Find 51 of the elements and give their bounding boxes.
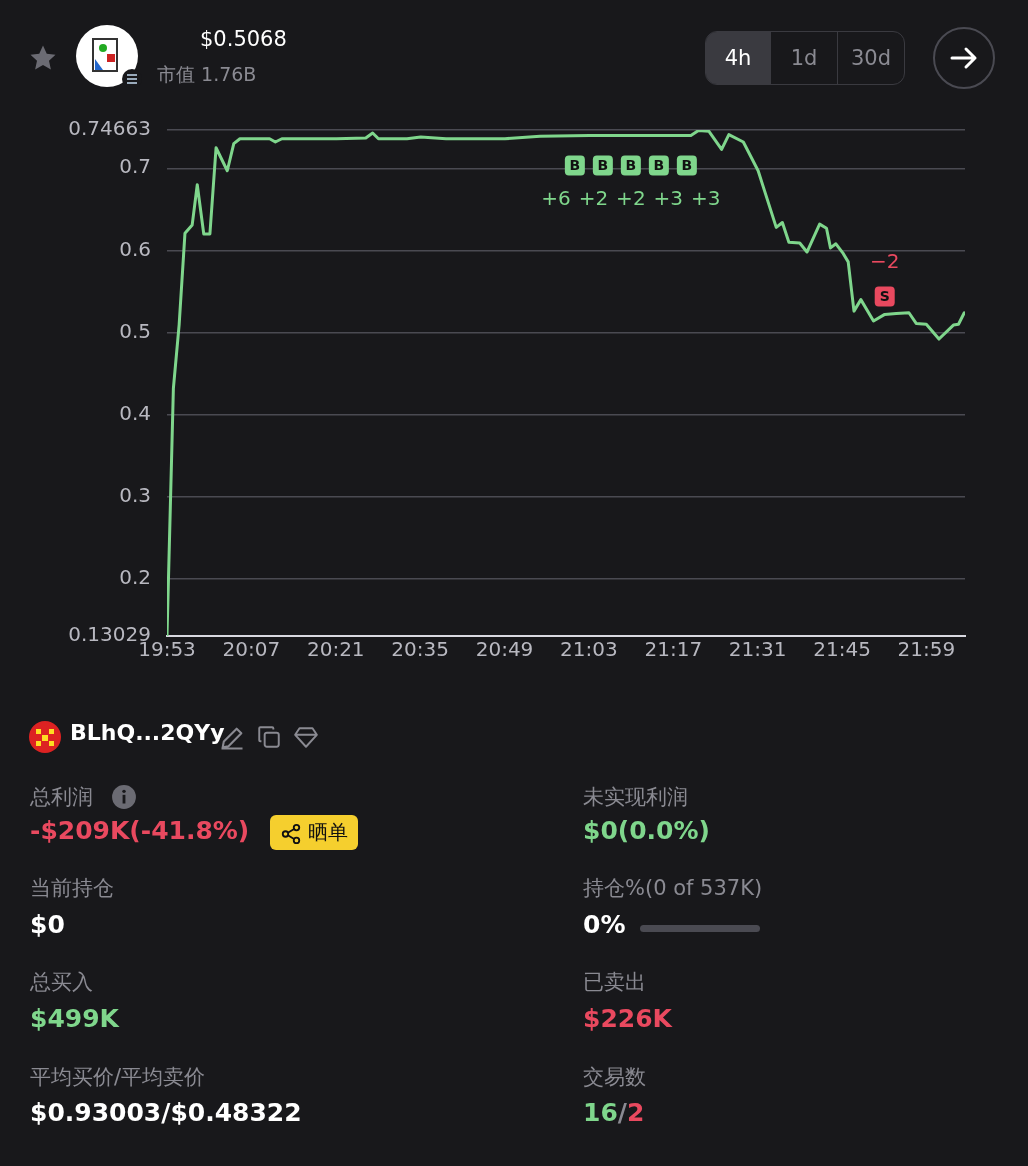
x-tick-label: 21:03 bbox=[560, 637, 618, 662]
text: 持仓%(0 of 537K) bbox=[583, 875, 763, 902]
text: $0.93003/$0.48322 bbox=[30, 1098, 302, 1127]
y-tick-label: 0.2 bbox=[119, 564, 151, 589]
text: 1d bbox=[770, 32, 837, 84]
x-tick-label: 21:31 bbox=[728, 637, 787, 662]
annotation: +2 bbox=[578, 185, 609, 210]
text: 已卖出 bbox=[583, 969, 646, 996]
text: 16/2 bbox=[583, 1098, 645, 1127]
text: 交易数 bbox=[583, 1064, 646, 1091]
y-tick-label: 0.3 bbox=[119, 482, 151, 507]
annotation: +3 bbox=[653, 185, 684, 210]
annotation: B bbox=[569, 157, 581, 174]
x-tick-label: 20:49 bbox=[475, 637, 534, 662]
y-tick-label: 0.6 bbox=[119, 236, 151, 261]
annotation: B bbox=[681, 157, 693, 174]
text: 平均买价/平均卖价 bbox=[30, 1064, 206, 1091]
text: 总利润 bbox=[30, 784, 93, 811]
x-tick-label: 21:59 bbox=[897, 637, 956, 662]
text: $499K bbox=[30, 1004, 119, 1033]
annotation: −2 bbox=[869, 248, 900, 273]
chart-title: $0.5068 bbox=[200, 27, 287, 51]
text: $226K bbox=[583, 1004, 672, 1033]
y-tick-label: 0.4 bbox=[119, 400, 151, 425]
text: BLhQ...2QYy bbox=[70, 720, 225, 745]
text: $0 bbox=[30, 910, 65, 939]
x-tick-label: 20:35 bbox=[391, 637, 449, 662]
text: 晒单 bbox=[270, 815, 358, 850]
x-tick-label: 20:07 bbox=[222, 637, 281, 662]
text: $0(0.0%) bbox=[583, 816, 710, 845]
y-tick-label: 0.5 bbox=[119, 318, 151, 343]
y-tick-label: 0.7 bbox=[119, 154, 151, 179]
text: 0% bbox=[583, 910, 626, 939]
annotation: +3 bbox=[691, 185, 721, 210]
annotation: S bbox=[879, 288, 890, 305]
annotation: B bbox=[625, 157, 637, 174]
chart-subtitle: 市值 1.76B bbox=[157, 62, 257, 87]
text: -$209K(-41.8%) bbox=[30, 816, 250, 845]
x-tick-label: 21:17 bbox=[644, 637, 703, 662]
text: 未实现利润 bbox=[583, 784, 688, 811]
text: 4h bbox=[706, 32, 770, 84]
annotation: +6 bbox=[541, 185, 571, 210]
x-tick-label: 21:45 bbox=[813, 637, 871, 662]
x-tick-label: 20:21 bbox=[306, 637, 365, 662]
annotation: B bbox=[597, 157, 609, 174]
text: 总买入 bbox=[30, 969, 93, 996]
annotation: B bbox=[653, 157, 665, 174]
annotation: +2 bbox=[616, 185, 646, 210]
y-tick-label: 0.74663 bbox=[68, 116, 151, 141]
text: 当前持仓 bbox=[30, 875, 114, 902]
text: 30d bbox=[837, 32, 904, 84]
